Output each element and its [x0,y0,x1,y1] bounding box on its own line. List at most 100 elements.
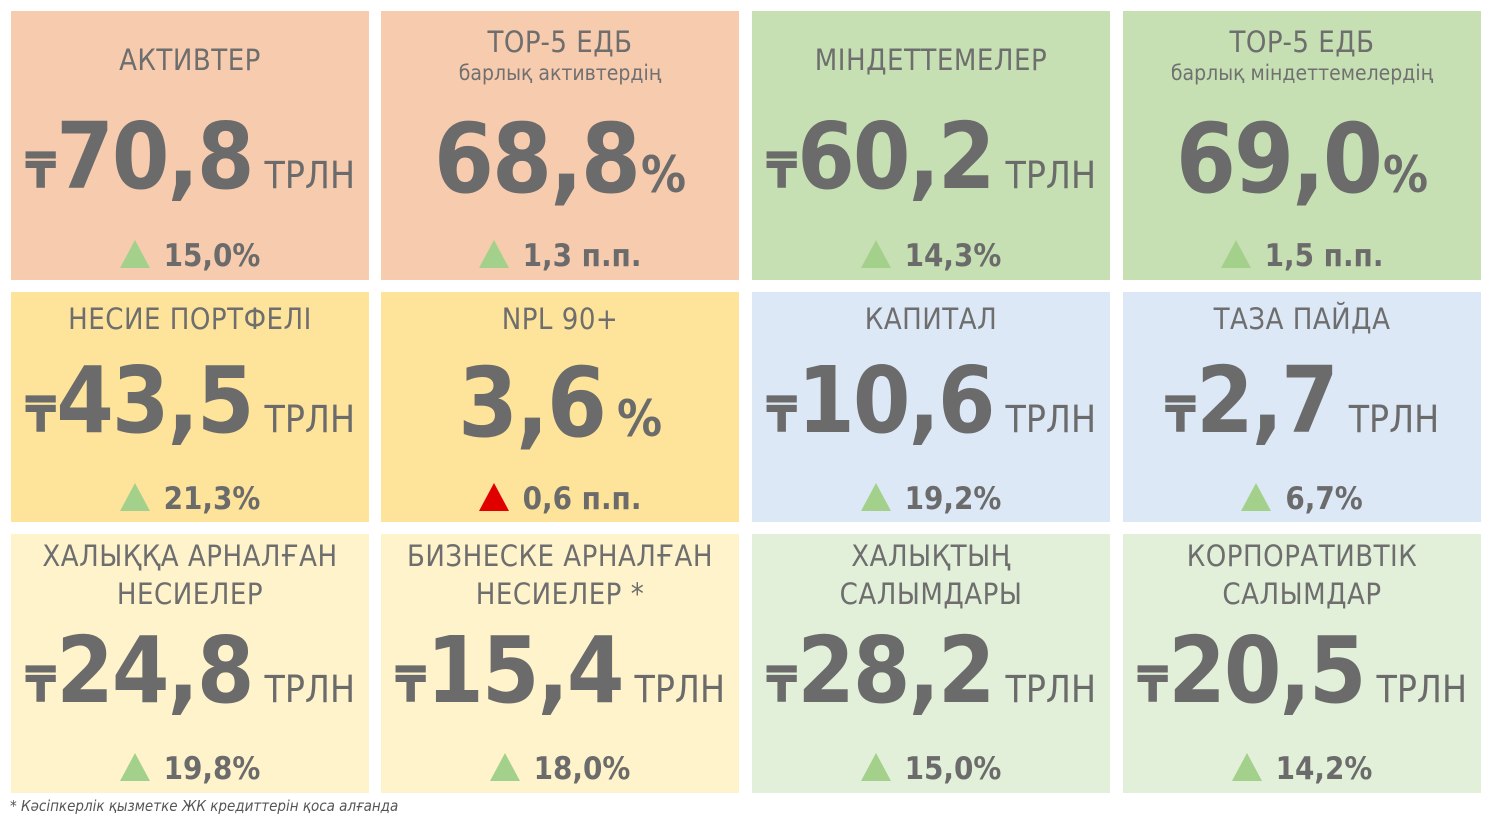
tile-title: НЕСИЕ ПОРТФЕЛІ [68,302,312,336]
tile-subtitle: барлық активтердің [458,61,662,85]
tile-unit: ТРЛН [1376,668,1467,711]
tenge-sign: ₸ [765,386,798,444]
tile-unit: ТРЛН [1005,668,1096,711]
tile-change-row: 14,2% [1123,751,1481,787]
tile-change: 14,2% [1275,751,1373,787]
tile-title-line2: НЕСИЕЛЕР * [475,577,645,611]
tile-value-row: ₸60,2 ТРЛН [752,103,1110,210]
tile-unit: ТРЛН [1348,398,1440,441]
percent-sign: % [1383,146,1429,204]
tile-value: 24,8 [56,617,254,724]
up-green-triangle-icon [119,240,150,268]
percent-sign: % [616,390,663,448]
tile-value-row: 69,0% [1123,103,1481,215]
tile-value: 70,8 [56,103,254,210]
tile-value-row: ₸70,8 ТРЛН [11,103,369,210]
tile-title-line2: САЛЫМДАРЫ [839,577,1023,611]
tile-unit: ТРЛН [1005,398,1096,441]
tenge-sign: ₸ [765,656,798,714]
tile-change: 6,7% [1285,481,1363,517]
tile-retail-deposits: ХАЛЫҚТЫҢ САЛЫМДАРЫ ₸28,2 ТРЛН 15,0% [752,534,1110,793]
tile-value-row: ₸15,4 ТРЛН [381,617,739,724]
tile-title: АКТИВТЕР [119,43,261,77]
up-green-triangle-icon [1241,483,1272,511]
tile-change-row: 1,5 п.п. [1123,238,1481,274]
tile-liabilities: МІНДЕТТЕМЕЛЕР ₸60,2 ТРЛН 14,3% [752,11,1110,280]
up-green-triangle-icon [119,753,150,781]
tile-change: 15,0% [163,238,261,274]
tile-title: NPL 90+ [501,302,619,336]
tile-title-line1: БИЗНЕСКЕ АРНАЛҒАН [407,539,713,573]
tile-value: 68,8 [433,103,641,215]
percent-sign: % [641,146,687,204]
tile-top5-liabilities: TOP-5 ЕДБ барлық міндеттемелердің 69,0% … [1123,11,1481,280]
up-green-triangle-icon [489,753,520,781]
tile-assets: АКТИВТЕР ₸70,8 ТРЛН 15,0% [11,11,369,280]
tile-value: 69,0 [1175,103,1383,215]
tile-title-line2: НЕСИЕЛЕР [116,577,264,611]
tile-change: 19,2% [904,481,1002,517]
tile-title-line1: ХАЛЫҚҚА АРНАЛҒАН [42,539,338,573]
tile-change-row: 21,3% [11,481,369,517]
tile-business-loans: БИЗНЕСКЕ АРНАЛҒАН НЕСИЕЛЕР * ₸15,4 ТРЛН 1… [381,534,739,793]
tile-value: 2,7 [1196,347,1339,454]
tile-value-row: 68,8% [381,103,739,215]
tile-unit: ТРЛН [634,668,725,711]
tile-unit: ТРЛН [264,154,355,197]
tile-value-row: ₸43,5 ТРЛН [11,347,369,454]
tenge-sign: ₸ [24,656,57,714]
tile-value: 43,5 [56,347,254,454]
tile-npl: NPL 90+ 3,6% 0,6 п.п. [381,292,739,522]
tile-change: 18,0% [533,751,631,787]
up-red-triangle-icon [478,483,509,511]
tile-change: 15,0% [904,751,1002,787]
up-green-triangle-icon [119,483,150,511]
tile-capital: КАПИТАЛ ₸10,6 ТРЛН 19,2% [752,292,1110,522]
tile-change-row: 18,0% [381,751,739,787]
tile-title: МІНДЕТТЕМЕЛЕР [814,43,1048,77]
tile-loan-portfolio: НЕСИЕ ПОРТФЕЛІ ₸43,5 ТРЛН 21,3% [11,292,369,522]
tile-value: 3,6 [457,347,607,459]
tile-title: TOP-5 ЕДБ [1229,25,1375,59]
tile-change: 0,6 п.п. [522,481,642,517]
tile-net-profit: ТАЗА ПАЙДА ₸2,7 ТРЛН 6,7% [1123,292,1481,522]
tenge-sign: ₸ [765,142,798,200]
tile-title: TOP-5 ЕДБ [487,25,633,59]
tile-subtitle: барлық міндеттемелердің [1170,61,1434,85]
tile-change: 19,8% [163,751,261,787]
tile-value: 10,6 [797,347,995,454]
footnote: * Кәсіпкерлік қызметке ЖК кредиттерін қо… [10,797,399,815]
tenge-sign: ₸ [1164,386,1197,444]
tile-value-row: ₸24,8 ТРЛН [11,617,369,724]
tile-corporate-deposits: КОРПОРАТИВТІК САЛЫМДАР ₸20,5 ТРЛН 14,2% [1123,534,1481,793]
tile-change-row: 14,3% [752,238,1110,274]
tile-value: 15,4 [426,617,624,724]
tile-change-row: 15,0% [11,238,369,274]
indicator-grid: АКТИВТЕР ₸70,8 ТРЛН 15,0% TOP-5 ЕДБ барлы… [11,11,1481,793]
tile-value-row: ₸2,7 ТРЛН [1123,347,1481,454]
tile-change: 14,3% [904,238,1002,274]
tile-change: 21,3% [163,481,261,517]
tile-value-row: ₸20,5 ТРЛН [1123,617,1481,724]
tile-change-row: 19,2% [752,481,1110,517]
tile-change-row: 15,0% [752,751,1110,787]
tile-value-row: 3,6% [381,347,739,459]
tile-title-line2: САЛЫМДАР [1222,577,1382,611]
tile-change-row: 0,6 п.п. [381,481,739,517]
tile-value-row: ₸28,2 ТРЛН [752,617,1110,724]
up-green-triangle-icon [478,240,509,268]
tile-change-row: 6,7% [1123,481,1481,517]
tile-value: 20,5 [1168,617,1366,724]
tile-value: 28,2 [797,617,995,724]
tile-unit: ТРЛН [1005,154,1096,197]
tile-change: 1,3 п.п. [522,238,642,274]
up-green-triangle-icon [860,240,891,268]
up-green-triangle-icon [860,753,891,781]
tenge-sign: ₸ [394,656,427,714]
up-green-triangle-icon [1220,240,1251,268]
tenge-sign: ₸ [1136,656,1169,714]
tenge-sign: ₸ [24,142,57,200]
tile-change: 1,5 п.п. [1264,238,1384,274]
tile-retail-loans: ХАЛЫҚҚА АРНАЛҒАН НЕСИЕЛЕР ₸24,8 ТРЛН 19,8… [11,534,369,793]
tenge-sign: ₸ [24,386,57,444]
